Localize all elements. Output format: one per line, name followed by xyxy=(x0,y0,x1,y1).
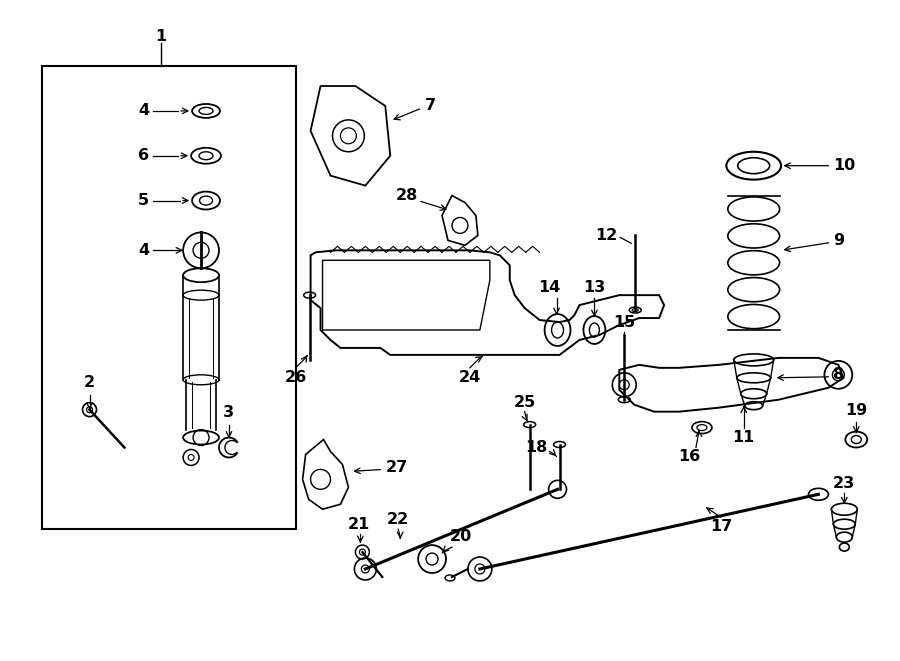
Text: 25: 25 xyxy=(514,395,536,410)
Text: 20: 20 xyxy=(450,529,472,544)
Text: 13: 13 xyxy=(583,280,606,295)
Text: 12: 12 xyxy=(595,228,617,243)
Text: 1: 1 xyxy=(156,28,166,44)
Text: 15: 15 xyxy=(613,315,635,330)
Text: 21: 21 xyxy=(347,517,370,532)
Text: 9: 9 xyxy=(833,233,844,248)
Bar xyxy=(41,66,296,529)
Text: 23: 23 xyxy=(833,477,856,491)
Text: 10: 10 xyxy=(833,158,856,173)
Text: 2: 2 xyxy=(84,375,95,390)
Text: 5: 5 xyxy=(138,193,149,208)
Text: 24: 24 xyxy=(459,370,481,385)
Text: 4: 4 xyxy=(138,103,149,118)
Text: 8: 8 xyxy=(833,368,844,382)
Text: 14: 14 xyxy=(538,280,561,295)
Text: 4: 4 xyxy=(138,243,149,258)
Text: 17: 17 xyxy=(710,519,732,534)
Text: 3: 3 xyxy=(223,405,235,420)
Text: 11: 11 xyxy=(733,430,755,445)
Text: 6: 6 xyxy=(138,148,149,163)
Text: 22: 22 xyxy=(387,512,410,527)
Text: 16: 16 xyxy=(678,449,700,465)
Text: 18: 18 xyxy=(526,440,547,455)
Text: 27: 27 xyxy=(385,460,408,475)
Text: 7: 7 xyxy=(425,98,436,114)
Text: 26: 26 xyxy=(284,370,307,385)
Text: 19: 19 xyxy=(845,403,868,418)
Text: 28: 28 xyxy=(396,188,418,203)
